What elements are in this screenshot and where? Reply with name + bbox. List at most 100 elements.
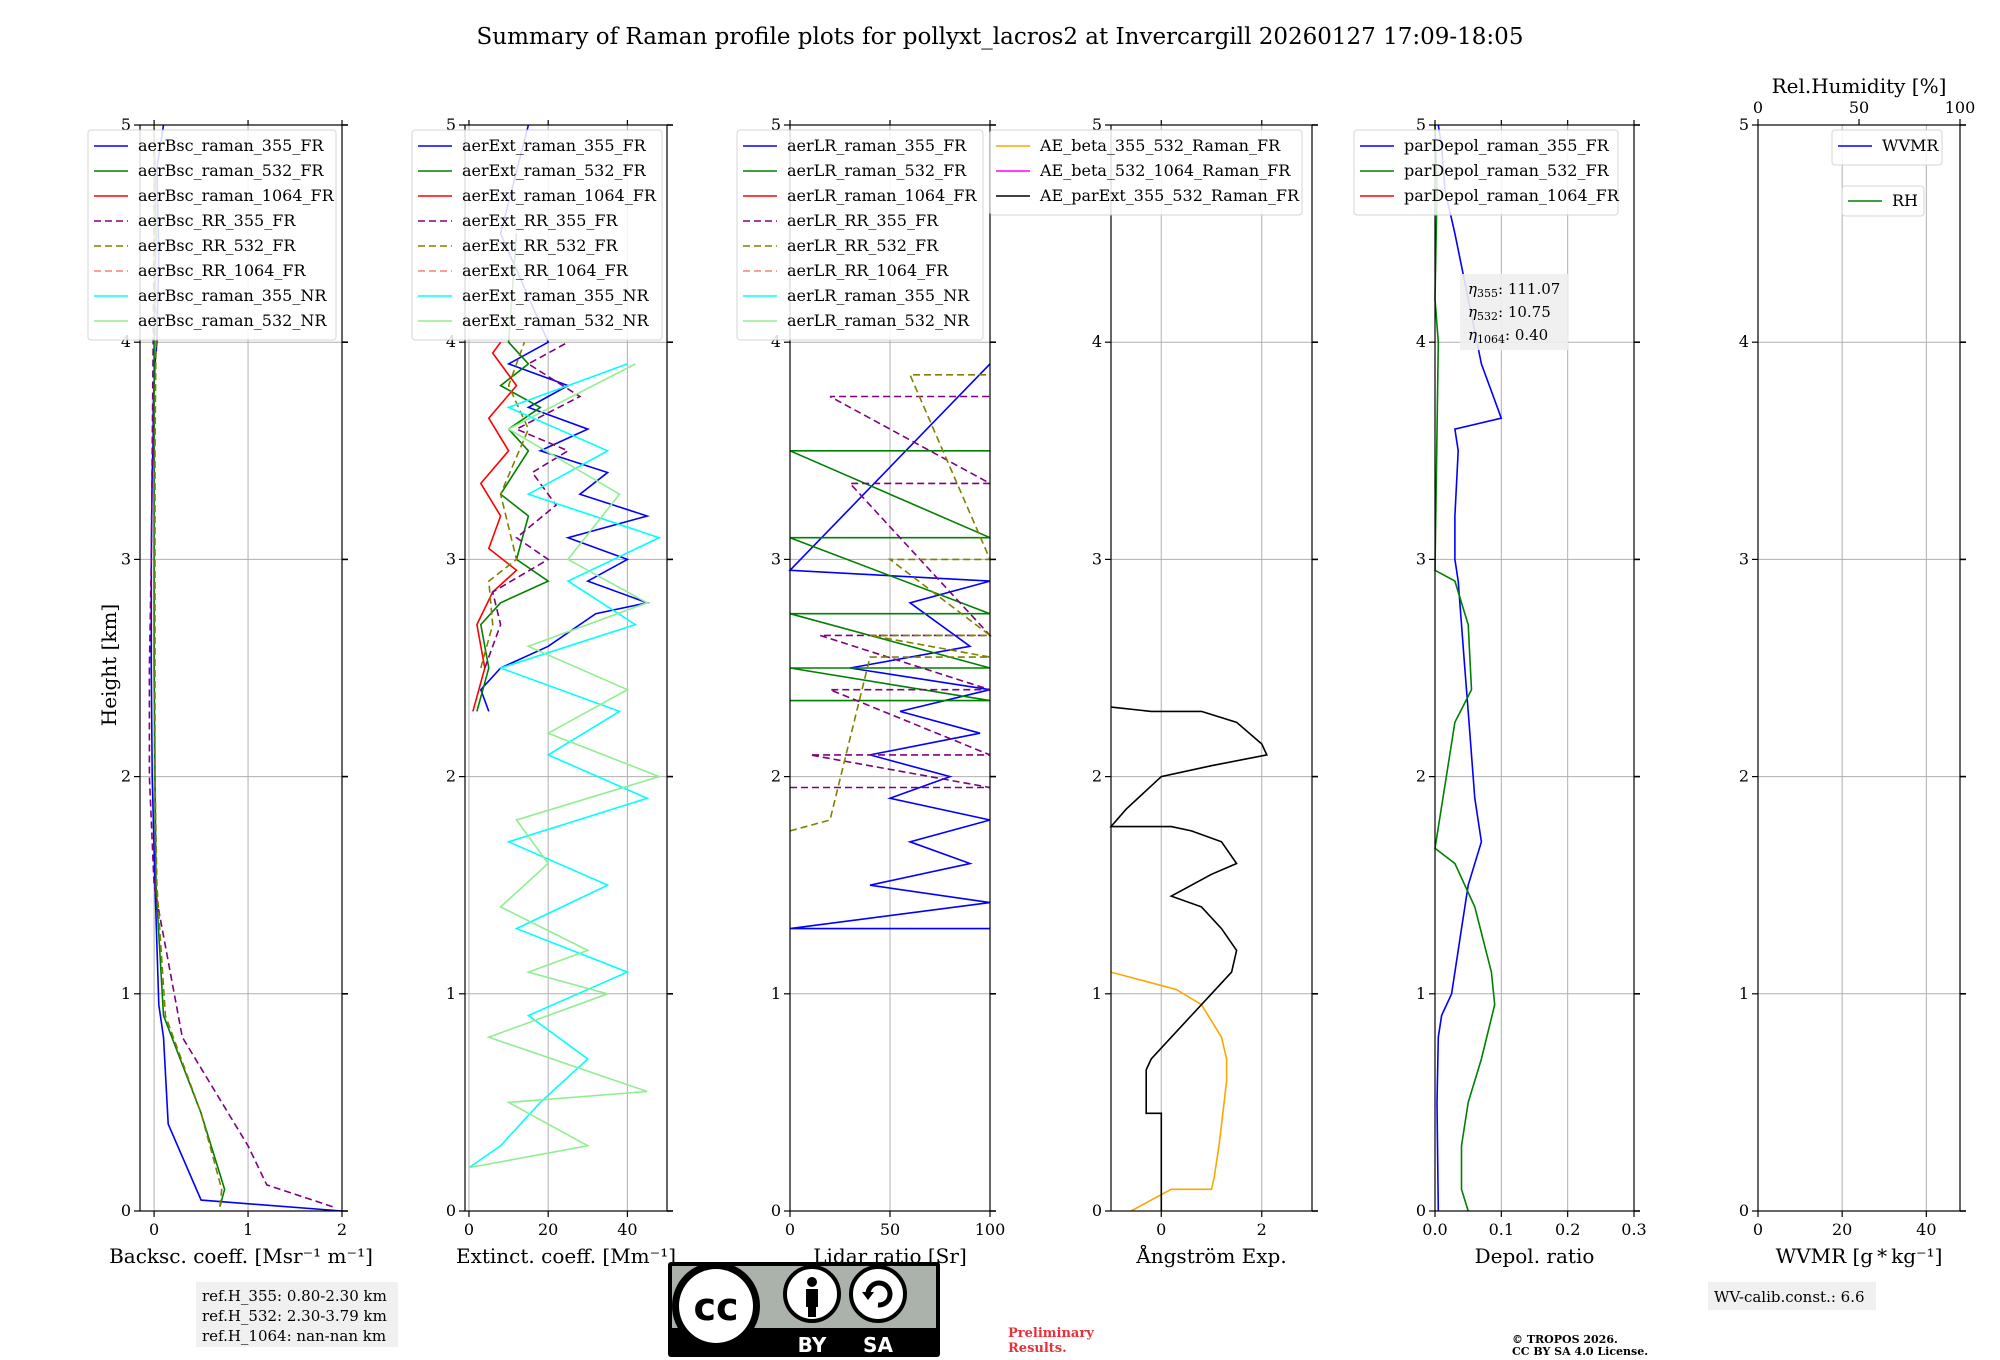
y-tick-label: 4 xyxy=(1739,332,1749,351)
y-tick-label: 2 xyxy=(771,767,781,786)
top-x-axis-label: Rel.Humidity [%] xyxy=(1772,74,1947,98)
y-tick-label: 1 xyxy=(771,984,781,1003)
series-AE_parExt_355_532_Raman_FR xyxy=(1109,706,1268,1211)
legend-entry: parDepol_raman_532_FR xyxy=(1404,161,1610,180)
legend-box xyxy=(989,129,1303,216)
legend-entry: WVMR xyxy=(1882,136,1939,155)
y-tick-label: 0 xyxy=(446,1201,456,1220)
x-axis-label: Extinct. coeff. [Mm⁻¹] xyxy=(456,1244,676,1268)
y-tick-label: 5 xyxy=(1416,115,1426,134)
legend-entry: aerExt_raman_1064_FR xyxy=(462,186,657,205)
legend-entry: aerLR_raman_1064_FR xyxy=(787,186,977,205)
legend-depol: parDepol_raman_355_FR parDepol_raman_532_… xyxy=(1353,129,1620,216)
legend-box xyxy=(87,129,337,341)
x-tick-label: 20 xyxy=(1832,1220,1852,1239)
y-tick-label: 3 xyxy=(446,549,456,568)
legend-entry: aerBsc_RR_355_FR xyxy=(138,211,296,230)
legend-lr: aerLR_raman_355_FR aerLR_raman_532_FR aerL… xyxy=(736,129,984,341)
ref-height-1064: ref.H_1064: nan-nan km xyxy=(202,1327,386,1345)
x-tick-label: 0.3 xyxy=(1621,1220,1646,1239)
ref-height-355: ref.H_355: 0.80-2.30 km xyxy=(202,1287,387,1305)
y-tick-label: 3 xyxy=(121,549,131,568)
series-aerExt_RR_355_FR xyxy=(484,341,582,669)
eta-355-label: η355: 111.07 xyxy=(1468,280,1560,300)
panel-wv: 0 20 40 0 1 2 3 4 5 WVMR [g * kg⁻¹] 0 50 100Rel.Humi… xyxy=(1739,74,1975,1268)
top-x-tick-label: 100 xyxy=(1945,98,1976,117)
eta-532-label: η532: 10.75 xyxy=(1468,303,1551,323)
legend-ae: AE_beta_355_532_Raman_FR AE_beta_532_1064… xyxy=(989,129,1303,216)
x-tick-label: 0 xyxy=(464,1220,474,1239)
wv-calib-text: WV-calib.const.: 6.6 xyxy=(1714,1288,1865,1306)
legend-entry: aerExt_RR_532_FR xyxy=(462,236,619,255)
series-aerExt_raman_355_NR xyxy=(468,363,662,1169)
series-aerExt_raman_532_NR xyxy=(468,363,662,1169)
legend2-wv: RH xyxy=(1841,185,1925,217)
legend-entry: aerLR_RR_532_FR xyxy=(787,236,939,255)
y-tick-label: 1 xyxy=(1092,984,1102,1003)
y-tick-label: 4 xyxy=(121,332,131,351)
x-tick-label: 0 xyxy=(1753,1220,1763,1239)
legend-entry: parDepol_raman_355_FR xyxy=(1404,136,1610,155)
legend-entry: AE_parExt_355_532_Raman_FR xyxy=(1039,186,1300,205)
y-tick-label: 5 xyxy=(121,115,131,134)
y-tick-label: 3 xyxy=(771,549,781,568)
axes-frame xyxy=(1757,124,1961,1212)
eta-1064-value: 0.40 xyxy=(1515,326,1548,344)
legend-entry: aerLR_raman_532_FR xyxy=(787,161,967,180)
legend-entry: aerBsc_raman_532_NR xyxy=(138,311,327,330)
panel-ext: 0 20 40 0 1 2 3 4 5 Extinct. coeff. [Mm⁻¹] aerExt_… xyxy=(411,115,676,1268)
series-aerLR_RR_532_FR xyxy=(789,373,993,832)
legend-entry: AE_beta_532_1064_Raman_FR xyxy=(1039,161,1291,180)
figure-title: Summary of Raman profile plots for polly… xyxy=(477,24,1524,50)
y-tick-label: 1 xyxy=(1739,984,1749,1003)
x-tick-label: 100 xyxy=(975,1220,1006,1239)
y-tick-label: 4 xyxy=(446,332,456,351)
x-tick-label: 40 xyxy=(1916,1220,1936,1239)
legend-entry: aerLR_raman_355_NR xyxy=(787,286,970,305)
person-icon xyxy=(783,1265,841,1323)
cc-sa-label: SA xyxy=(863,1333,893,1357)
preliminary-line-2: Results. xyxy=(1008,1341,1067,1356)
axes-frame xyxy=(464,124,668,1212)
legend-box xyxy=(1353,129,1619,216)
y-tick-label: 4 xyxy=(1092,332,1102,351)
legend-entry: aerLR_raman_355_FR xyxy=(787,136,967,155)
legend-entry: aerBsc_raman_355_FR xyxy=(138,136,324,155)
legend-entry: aerExt_RR_355_FR xyxy=(462,211,619,230)
legend-entry: aerExt_raman_532_NR xyxy=(462,311,650,330)
axes-frame xyxy=(1434,124,1635,1212)
top-x-tick-label: 50 xyxy=(1849,98,1869,117)
series-AE_beta_355_532_Raman_FR xyxy=(1110,971,1228,1212)
x-axis-label: Ångström Exp. xyxy=(1135,1243,1286,1268)
panel-depol: 0.0 0.1 0.2 0.3 0 1 2 3 4 5 Depol. ratio parDepol_r… xyxy=(1353,115,1647,1268)
legend-box xyxy=(1841,185,1925,217)
series-aerBsc_RR_355_FR xyxy=(148,125,333,1208)
legend-entry: aerExt_RR_1064_FR xyxy=(462,261,629,280)
x-tick-label: 0.2 xyxy=(1555,1220,1580,1239)
y-tick-label: 1 xyxy=(1416,984,1426,1003)
series-aerLR_raman_532_FR xyxy=(789,449,991,702)
legend-entry: aerLR_RR_355_FR xyxy=(787,211,939,230)
eta-532-value: 10.75 xyxy=(1508,303,1551,321)
x-tick-label: 50 xyxy=(880,1220,900,1239)
series-aerBsc_RR_532_FR xyxy=(153,124,223,1207)
cc-by-label: BY xyxy=(798,1333,827,1357)
x-tick-label: 40 xyxy=(617,1220,637,1239)
y-tick-label: 3 xyxy=(1416,549,1426,568)
y-tick-label: 5 xyxy=(1739,115,1749,134)
legend-box xyxy=(736,129,984,341)
reference-heights-box: ref.H_355: 0.80-2.30 km ref.H_532: 2.30-… xyxy=(196,1282,398,1347)
x-tick-label: 2 xyxy=(1257,1220,1267,1239)
x-tick-label: 20 xyxy=(538,1220,558,1239)
share-alike-icon xyxy=(849,1265,907,1323)
y-tick-label: 0 xyxy=(1739,1201,1749,1220)
series-aerExt_RR_532_FR xyxy=(480,341,530,669)
y-tick-label: 2 xyxy=(1416,767,1426,786)
y-tick-label: 0 xyxy=(1092,1201,1102,1220)
copyright-line-2: CC BY SA 4.0 License. xyxy=(1512,1345,1648,1358)
x-tick-label: 1 xyxy=(243,1220,253,1239)
y-tick-label: 2 xyxy=(1739,767,1749,786)
x-tick-label: 0.1 xyxy=(1489,1220,1514,1239)
cc-by-sa-badge: cc BY SA xyxy=(668,1262,940,1357)
